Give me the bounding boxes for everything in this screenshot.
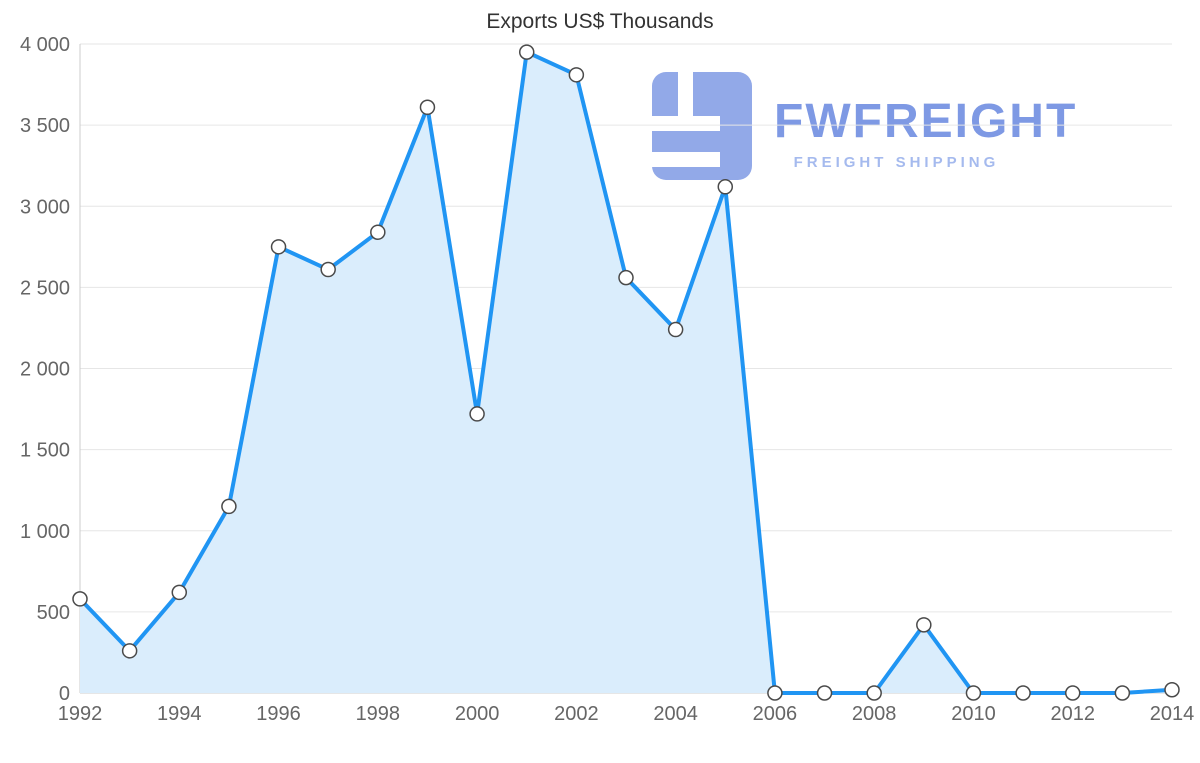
- data-point-marker[interactable]: [916, 617, 932, 633]
- data-point-marker[interactable]: [568, 67, 585, 83]
- data-point-marker[interactable]: [419, 99, 436, 116]
- data-point-marker[interactable]: [717, 179, 734, 195]
- x-tick-label: 1994: [157, 703, 202, 725]
- x-tick-label: 2004: [653, 703, 698, 725]
- x-tick-label: 2008: [852, 703, 897, 725]
- data-point-marker[interactable]: [1064, 685, 1081, 701]
- data-point-marker[interactable]: [270, 239, 287, 255]
- y-tick-label: 0: [59, 683, 70, 705]
- x-tick-label: 2002: [554, 703, 599, 725]
- y-tick-label: 2 000: [20, 359, 70, 381]
- x-tick-label: 1992: [58, 703, 103, 725]
- data-point-marker[interactable]: [171, 584, 188, 601]
- brand-watermark: FWFREIGHT FREIGHT SHIPPING: [652, 72, 1077, 180]
- y-tick-label: 2 500: [20, 277, 70, 299]
- data-point-marker[interactable]: [518, 44, 535, 60]
- y-tick-label: 1 000: [20, 521, 70, 543]
- x-tick-label: 1998: [356, 703, 401, 725]
- x-tick-label: 2012: [1050, 703, 1095, 725]
- data-point-marker[interactable]: [965, 685, 982, 701]
- data-point-marker[interactable]: [121, 643, 138, 659]
- x-tick-label: 2014: [1150, 703, 1195, 725]
- data-point-marker[interactable]: [618, 269, 634, 286]
- data-point-marker[interactable]: [370, 224, 386, 240]
- data-point-marker[interactable]: [320, 261, 336, 278]
- y-tick-label: 500: [37, 602, 70, 624]
- y-tick-label: 4 000: [20, 34, 70, 56]
- data-point-marker[interactable]: [1015, 685, 1031, 701]
- x-tick-label: 2006: [753, 703, 798, 725]
- y-tick-label: 3 500: [20, 115, 70, 137]
- area-fill: [80, 52, 1172, 694]
- data-point-marker[interactable]: [866, 685, 882, 701]
- brand-tagline: FREIGHT SHIPPING: [793, 154, 1000, 171]
- brand-text-block: FWFREIGHT FREIGHT SHIPPING: [774, 72, 1078, 172]
- y-tick-label: 3 000: [20, 196, 70, 218]
- x-tick-label: 2010: [951, 703, 996, 725]
- data-point-marker[interactable]: [767, 685, 783, 701]
- brand-name: FWFREIGHT: [774, 95, 1078, 148]
- data-point-marker[interactable]: [221, 498, 237, 515]
- brand-logo-icon: [652, 72, 752, 180]
- y-tick-label: 1 500: [20, 440, 70, 462]
- x-tick-label: 1996: [256, 703, 301, 725]
- data-point-marker[interactable]: [816, 685, 833, 701]
- x-tick-label: 2000: [455, 703, 500, 725]
- data-point-marker[interactable]: [72, 591, 88, 607]
- data-point-marker[interactable]: [1164, 682, 1180, 698]
- data-point-marker[interactable]: [469, 406, 485, 422]
- data-point-marker[interactable]: [667, 321, 684, 338]
- data-point-marker[interactable]: [1114, 685, 1131, 701]
- chart-title: Exports US$ Thousands: [486, 10, 714, 33]
